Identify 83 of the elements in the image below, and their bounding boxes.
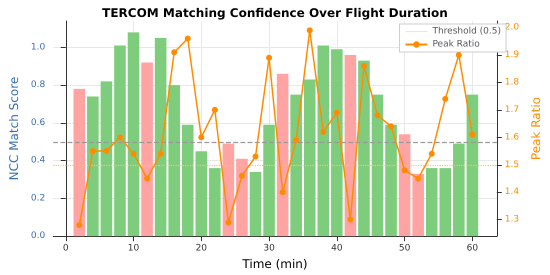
point: [360, 62, 367, 69]
bar: [100, 81, 112, 236]
point: [280, 189, 286, 196]
legend-label: Threshold (0.5): [431, 26, 502, 36]
bar: [87, 96, 99, 236]
y2-tick-label: 1.4: [504, 187, 520, 198]
bar: [196, 151, 208, 236]
point: [158, 150, 164, 157]
point: [402, 167, 408, 174]
point: [374, 112, 381, 118]
bar: [358, 60, 370, 236]
bar: [372, 94, 384, 236]
point: [252, 154, 259, 160]
bar: [466, 94, 478, 236]
point: [76, 222, 82, 228]
bar: [182, 124, 194, 236]
x-tick-label: 10: [128, 244, 140, 254]
chart-title: TERCOM Matching Confidence Over Flight Duration: [102, 6, 448, 20]
x-tick-label: 30: [263, 244, 276, 254]
point: [225, 219, 232, 226]
point: [320, 128, 326, 135]
point: [347, 216, 354, 223]
x-axis-title: Time (min): [241, 257, 308, 271]
y2-tick-label: 1.6: [504, 132, 520, 142]
bar: [426, 168, 438, 236]
bar: [304, 79, 316, 236]
point: [130, 150, 137, 157]
bar: [154, 38, 166, 236]
x-tick-label: 0: [62, 244, 69, 254]
bar: [412, 174, 424, 236]
bar: [141, 62, 153, 236]
point: [238, 172, 245, 179]
point: [171, 49, 178, 56]
point: [212, 106, 218, 113]
point: [293, 137, 300, 144]
point: [415, 175, 422, 182]
point: [103, 148, 110, 154]
y-tick-label: 0.8: [30, 80, 46, 90]
point: [198, 134, 204, 140]
bar: [385, 124, 397, 236]
y2-tick-label: 1.3: [504, 214, 520, 225]
point: [428, 150, 435, 157]
point: [388, 123, 394, 130]
bar: [263, 124, 275, 236]
y2-axis-title: Peak Ratio: [529, 96, 543, 160]
bar: [290, 94, 302, 236]
legend-label: Peak Ratio: [432, 40, 480, 50]
bar: [439, 168, 452, 236]
y-tick-label: 0.6: [30, 118, 46, 128]
bar: [317, 46, 330, 236]
y2-tick-label: 1.5: [504, 160, 520, 170]
y-tick-label: 0.2: [30, 193, 46, 204]
x-tick-label: 40: [331, 244, 343, 254]
bar: [250, 172, 262, 236]
point: [456, 52, 462, 58]
y-tick-label: 0.0: [30, 231, 46, 242]
x-tick-label: 20: [196, 244, 208, 254]
bar: [74, 88, 86, 236]
bar: [398, 134, 410, 236]
y2-tick-label: 1.7: [504, 104, 520, 115]
bar: [344, 54, 356, 236]
point: [184, 36, 191, 42]
y-tick-label: 1.0: [30, 42, 46, 52]
point: [90, 148, 96, 154]
bar: [331, 49, 343, 236]
y-axis-title: NCC Match Score: [7, 76, 21, 180]
point: [144, 175, 150, 182]
point: [442, 96, 448, 102]
bar: [236, 158, 248, 236]
bar: [453, 144, 465, 236]
bar: [276, 74, 288, 236]
bar: [209, 168, 221, 236]
point: [266, 54, 272, 61]
y2-tick-label: 1.8: [504, 77, 520, 88]
bar: [168, 85, 180, 236]
point: [306, 27, 313, 34]
y-tick-label: 0.4: [30, 156, 46, 166]
point: [116, 134, 123, 140]
point: [469, 132, 476, 138]
x-tick-label: 50: [398, 244, 411, 254]
point: [334, 110, 340, 116]
x-tick-label: 60: [466, 244, 478, 254]
y2-tick-label: 1.9: [504, 50, 520, 60]
